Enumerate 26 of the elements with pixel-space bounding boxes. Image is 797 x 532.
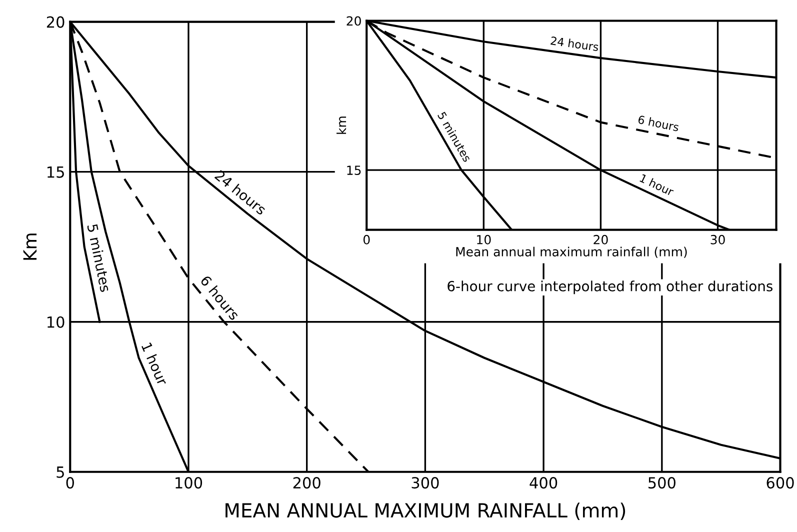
x-tick-label: 500 xyxy=(648,477,676,489)
y-axis-title: km xyxy=(336,116,346,134)
y-tick-label: 5 xyxy=(56,466,64,478)
x-axis-title: Mean annual maximum rainfall (mm) xyxy=(456,246,687,258)
text: 5 minutes xyxy=(87,224,112,292)
x-tick-label: 100 xyxy=(176,477,202,489)
y-tick-label: 15 xyxy=(347,166,361,176)
text: 1 hour xyxy=(141,342,168,386)
x-tick-label: 200 xyxy=(293,477,320,489)
x-tick-label: 10 xyxy=(477,234,491,244)
text: 6 hours xyxy=(638,115,680,132)
y-tick-label: 20 xyxy=(46,16,64,28)
x-tick-label: 0 xyxy=(363,234,370,244)
x-tick-label: 0 xyxy=(66,477,74,489)
y-axis-title: Km xyxy=(23,234,37,260)
y-tick-label: 10 xyxy=(48,316,64,328)
text: 24 hours xyxy=(550,36,599,52)
x-axis-title: MEAN ANNUAL MAXIMUM RAINFALL (mm) xyxy=(226,502,626,520)
x-tick-label: 20 xyxy=(594,234,608,244)
x-tick-label: 400 xyxy=(530,477,558,489)
x-tick-label: 600 xyxy=(766,477,794,489)
x-tick-label: 300 xyxy=(412,477,439,489)
annotation: 6-hour curve interpolated from other durations xyxy=(448,280,772,294)
text: 1 hour xyxy=(639,174,675,196)
x-tick-label: 30 xyxy=(710,234,725,244)
y-tick-label: 15 xyxy=(48,166,64,178)
